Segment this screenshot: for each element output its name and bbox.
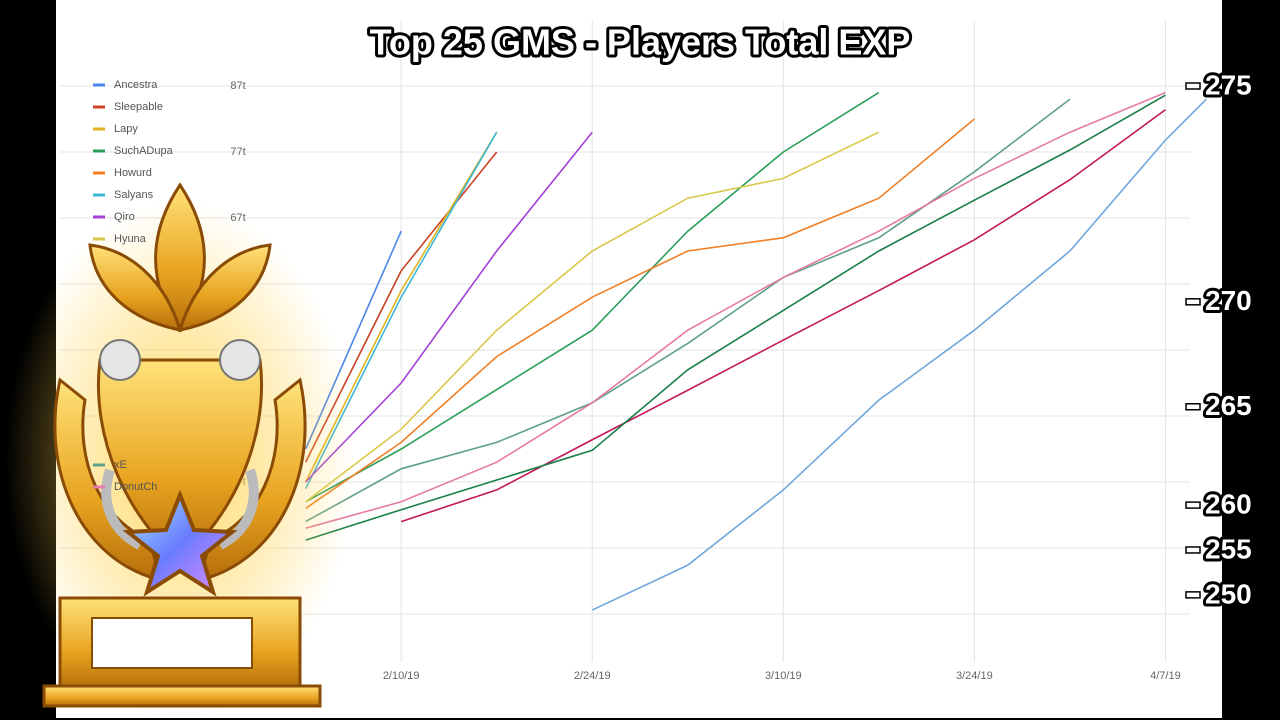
series-line: [305, 131, 880, 503]
level-label: 265: [1205, 390, 1252, 421]
level-tick: [1185, 82, 1201, 90]
legend-label: Howurd: [114, 167, 152, 179]
series-line: [591, 98, 1207, 611]
legend-label: Salyans: [114, 189, 154, 201]
trophy: [5, 182, 355, 720]
chart-title: Top 25 GMS - Players Total EXP: [370, 22, 911, 63]
legend-label: Lapy: [114, 123, 138, 135]
legend-label: Qiro: [114, 211, 135, 223]
level-label: 270: [1205, 285, 1252, 316]
level-tick: [1185, 591, 1201, 599]
series-line: [305, 98, 1071, 523]
legend-label: Ancestra: [114, 79, 158, 91]
legend-label: SuchADupa: [114, 145, 174, 157]
legend-label: Hyuna: [114, 233, 147, 245]
level-label: 250: [1205, 578, 1252, 609]
level-tick: [1185, 403, 1201, 411]
level-markers: 275 270 265 260 255 250: [1185, 66, 1255, 612]
series-line: [305, 94, 1166, 541]
level-label: 255: [1205, 533, 1252, 564]
level-label: 275: [1205, 69, 1252, 100]
level-tick: [1185, 298, 1201, 306]
x-tick-label: 3/10/19: [765, 670, 802, 682]
series-line: [400, 109, 1166, 523]
legend-label: xE: [114, 459, 127, 471]
level-tick: [1185, 546, 1201, 554]
x-tick-label: 2/10/19: [383, 670, 420, 682]
legend: Ancestra Sleepable Lapy SuchADupa Howurd Saly…: [93, 79, 174, 493]
series-line: [305, 91, 1166, 529]
legend-label: DonutCh: [114, 481, 157, 493]
x-tick-label: 3/24/19: [956, 670, 993, 682]
right-strip: [1222, 0, 1280, 720]
series-line: [305, 118, 975, 510]
series-line: [305, 91, 880, 503]
y-tick-label: 77t: [230, 146, 245, 158]
level-tick: [1185, 501, 1201, 509]
x-tick-label: 2/24/19: [574, 670, 611, 682]
level-label: 260: [1205, 488, 1252, 519]
legend-label: Sleepable: [114, 101, 163, 113]
y-tick-label: 87t: [230, 80, 245, 92]
x-tick-label: 4/7/19: [1150, 670, 1181, 682]
